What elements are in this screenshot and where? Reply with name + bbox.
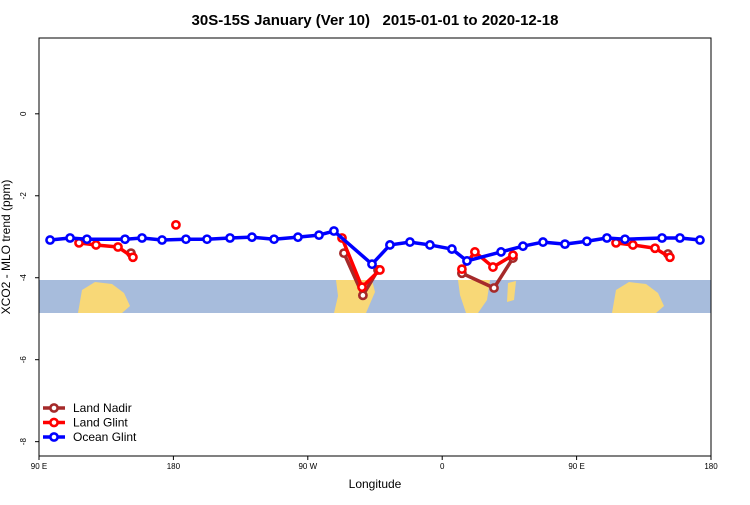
point — [91, 240, 101, 250]
legend-label: Land Nadir — [73, 401, 132, 415]
point — [225, 233, 235, 243]
legend-marker — [49, 432, 59, 442]
land — [612, 282, 664, 313]
point — [675, 233, 685, 243]
y-axis-label: XCO2 - MLO trend (ppm) — [0, 180, 13, 315]
map-background — [39, 280, 711, 313]
point — [470, 247, 480, 257]
legend-label: Ocean Glint — [73, 430, 137, 444]
x-tick-label: 90 E — [568, 462, 584, 471]
point — [181, 234, 191, 245]
land — [78, 282, 130, 313]
point — [488, 262, 498, 272]
y-tick-label: 0 — [19, 111, 28, 116]
point — [375, 265, 385, 275]
point — [45, 235, 55, 245]
point — [385, 240, 395, 250]
y-tick-label: -8 — [19, 438, 28, 446]
x-tick-label: 90 W — [298, 462, 317, 471]
x-tick-label: 0 — [440, 462, 445, 471]
legend-label: Land Glint — [73, 416, 128, 430]
point — [695, 235, 705, 245]
point — [657, 233, 667, 243]
point — [113, 242, 123, 252]
x-axis-label: Longitude — [349, 477, 402, 491]
point — [447, 244, 457, 254]
point — [157, 235, 167, 245]
x-tick-label: 180 — [704, 462, 718, 471]
point — [65, 233, 75, 243]
point — [602, 233, 612, 243]
point — [518, 241, 528, 252]
point — [120, 234, 130, 245]
legend-marker — [49, 417, 59, 428]
point — [627, 240, 638, 250]
x-tick-label: 180 — [167, 462, 181, 471]
point — [171, 219, 181, 230]
y-tick-label: -4 — [19, 274, 28, 282]
point — [496, 247, 506, 257]
point — [665, 252, 675, 263]
point — [357, 282, 367, 293]
y-tick-label: -6 — [19, 356, 28, 364]
y-tick-label: -2 — [19, 192, 28, 200]
point — [508, 250, 518, 261]
point — [329, 226, 339, 236]
point — [128, 252, 138, 263]
point — [82, 234, 92, 245]
plot-frame — [38, 37, 712, 457]
point — [293, 232, 303, 243]
point — [457, 264, 467, 275]
point — [367, 259, 377, 270]
point — [425, 240, 435, 250]
x-tick-label: 90 E — [31, 462, 47, 471]
point — [314, 230, 324, 241]
legend-marker — [49, 403, 59, 413]
point — [247, 232, 257, 243]
point — [620, 234, 630, 245]
ocean-band — [39, 280, 711, 313]
chart-title: 30S-15S January (Ver 10) 2015-01-01 to 2… — [192, 12, 559, 29]
point — [358, 290, 368, 301]
point — [582, 236, 592, 247]
point — [538, 237, 548, 247]
point — [462, 256, 472, 266]
point — [202, 234, 212, 245]
point — [650, 243, 660, 254]
point — [489, 283, 499, 293]
point — [269, 234, 279, 245]
land — [458, 280, 490, 313]
point — [137, 233, 147, 243]
point — [405, 237, 415, 247]
land — [507, 281, 516, 302]
point — [560, 239, 570, 250]
